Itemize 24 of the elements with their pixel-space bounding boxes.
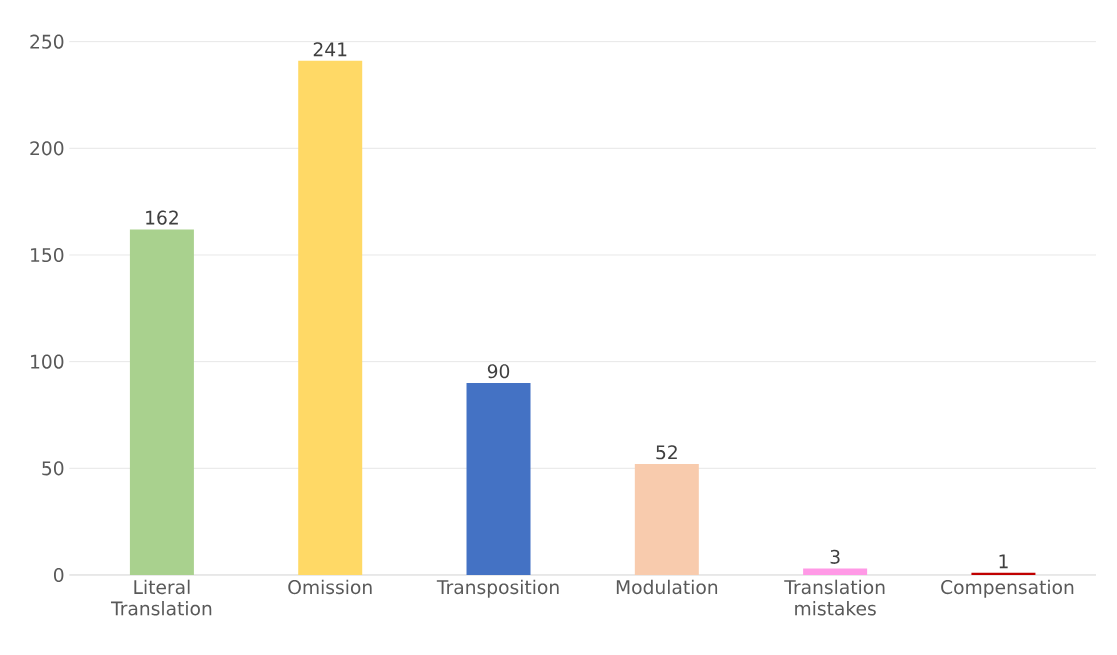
x-tick-label: Literal Translation [110, 579, 212, 616]
x-tick-label: Omission [288, 579, 372, 595]
x-tick-label: Translation mistakes [784, 579, 885, 616]
bar [971, 572, 1036, 575]
data-label: 162 [146, 210, 178, 225]
data-label: 1 [999, 554, 1008, 569]
bar [466, 382, 531, 575]
data-label: 3 [830, 549, 840, 564]
x-tick-label: Compensation [941, 579, 1074, 598]
y-tick-label: 200 [30, 141, 64, 156]
data-label: 241 [313, 42, 347, 57]
y-tick-label: 100 [31, 354, 64, 369]
data-label: 52 [656, 445, 677, 460]
y-tick-label: 50 [42, 461, 64, 476]
data-label: 90 [487, 364, 510, 379]
bar [298, 60, 363, 575]
bar [129, 229, 194, 575]
x-tick-label: Transposition [436, 579, 559, 598]
y-tick-label: 250 [30, 34, 64, 49]
bar [803, 568, 868, 575]
bar [634, 464, 699, 575]
y-tick-label: 150 [31, 247, 64, 263]
x-tick-label: Modulation [616, 579, 718, 595]
y-tick-label: 0 [53, 567, 64, 583]
